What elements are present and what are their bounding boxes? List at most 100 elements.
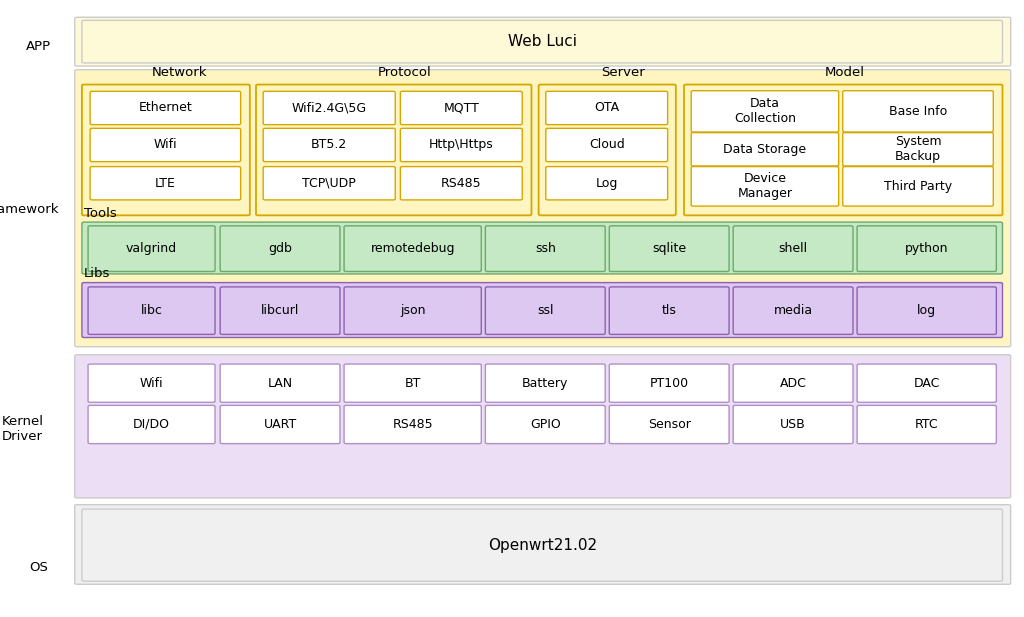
Text: Data
Collection: Data Collection [734,97,796,125]
Text: LAN: LAN [267,376,293,390]
Text: media: media [773,304,813,317]
Text: libcurl: libcurl [261,304,299,317]
FancyBboxPatch shape [90,128,241,162]
FancyBboxPatch shape [263,167,395,200]
FancyBboxPatch shape [220,226,340,271]
Text: RS485: RS485 [441,176,481,190]
Text: shell: shell [778,242,808,255]
Text: UART: UART [263,418,297,431]
FancyBboxPatch shape [75,505,1011,584]
FancyBboxPatch shape [684,85,1002,215]
FancyBboxPatch shape [75,70,1011,347]
Text: DAC: DAC [913,376,940,390]
FancyBboxPatch shape [843,133,993,166]
FancyBboxPatch shape [220,287,340,334]
FancyBboxPatch shape [88,364,215,402]
Text: valgrind: valgrind [126,242,177,255]
FancyBboxPatch shape [220,364,340,402]
FancyBboxPatch shape [82,283,1002,337]
Text: Cloud: Cloud [589,138,625,152]
FancyBboxPatch shape [843,167,993,206]
FancyBboxPatch shape [88,287,215,334]
FancyBboxPatch shape [263,128,395,162]
FancyBboxPatch shape [82,222,1002,274]
FancyBboxPatch shape [90,167,241,200]
FancyBboxPatch shape [843,91,993,132]
Text: Log: Log [596,176,617,190]
FancyBboxPatch shape [857,364,996,402]
Text: Web Luci: Web Luci [508,34,577,49]
Text: Data Storage: Data Storage [723,143,807,156]
Text: APP: APP [27,39,51,53]
Text: ssh: ssh [535,242,556,255]
Text: Device
Manager: Device Manager [737,172,793,201]
FancyBboxPatch shape [733,287,853,334]
FancyBboxPatch shape [88,405,215,444]
Text: log: log [918,304,936,317]
Text: python: python [905,242,948,255]
Text: Model: Model [824,66,865,79]
Text: OTA: OTA [594,101,620,115]
FancyBboxPatch shape [82,20,1002,63]
FancyBboxPatch shape [539,85,676,215]
FancyBboxPatch shape [485,405,605,444]
FancyBboxPatch shape [609,405,729,444]
FancyBboxPatch shape [733,364,853,402]
Text: json: json [400,304,425,317]
FancyBboxPatch shape [485,287,605,334]
FancyBboxPatch shape [344,287,481,334]
Text: Protocol: Protocol [378,66,431,79]
FancyBboxPatch shape [88,226,215,271]
Text: Network: Network [152,66,207,79]
Text: Http\Https: Http\Https [429,138,494,152]
FancyBboxPatch shape [82,85,250,215]
FancyBboxPatch shape [75,355,1011,498]
Text: Server: Server [601,66,644,79]
Text: tls: tls [662,304,677,317]
Text: libc: libc [140,304,163,317]
Text: System
Backup: System Backup [895,135,941,164]
Text: Kernel
Driver: Kernel Driver [1,415,44,443]
FancyBboxPatch shape [546,91,668,125]
FancyBboxPatch shape [857,405,996,444]
FancyBboxPatch shape [90,91,241,125]
Text: BT5.2: BT5.2 [311,138,347,152]
Text: remotedebug: remotedebug [371,242,455,255]
Text: Sensor: Sensor [648,418,690,431]
FancyBboxPatch shape [485,364,605,402]
Text: Libs: Libs [84,267,111,280]
FancyBboxPatch shape [82,509,1002,581]
FancyBboxPatch shape [609,364,729,402]
Text: DI/DO: DI/DO [133,418,170,431]
FancyBboxPatch shape [263,91,395,125]
FancyBboxPatch shape [256,85,531,215]
Text: Third Party: Third Party [884,180,952,193]
Text: Base Info: Base Info [889,105,947,118]
Text: Wifi: Wifi [139,376,164,390]
Text: Wifi2.4G\5G: Wifi2.4G\5G [292,101,367,115]
Text: Tools: Tools [84,207,117,220]
FancyBboxPatch shape [857,287,996,334]
FancyBboxPatch shape [485,226,605,271]
FancyBboxPatch shape [75,17,1011,66]
FancyBboxPatch shape [400,167,522,200]
FancyBboxPatch shape [400,128,522,162]
FancyBboxPatch shape [546,128,668,162]
FancyBboxPatch shape [220,405,340,444]
Text: Battery: Battery [522,376,568,390]
Text: PT100: PT100 [649,376,689,390]
FancyBboxPatch shape [691,167,839,206]
Text: OS: OS [30,561,48,574]
Text: sqlite: sqlite [652,242,686,255]
FancyBboxPatch shape [344,405,481,444]
Text: gdb: gdb [268,242,292,255]
FancyBboxPatch shape [733,405,853,444]
Text: BT: BT [404,376,421,390]
FancyBboxPatch shape [691,133,839,166]
Text: Wifi: Wifi [154,138,177,152]
FancyBboxPatch shape [857,226,996,271]
FancyBboxPatch shape [546,167,668,200]
Text: GPIO: GPIO [529,418,561,431]
Text: Openwrt21.02: Openwrt21.02 [487,537,597,553]
FancyBboxPatch shape [609,226,729,271]
